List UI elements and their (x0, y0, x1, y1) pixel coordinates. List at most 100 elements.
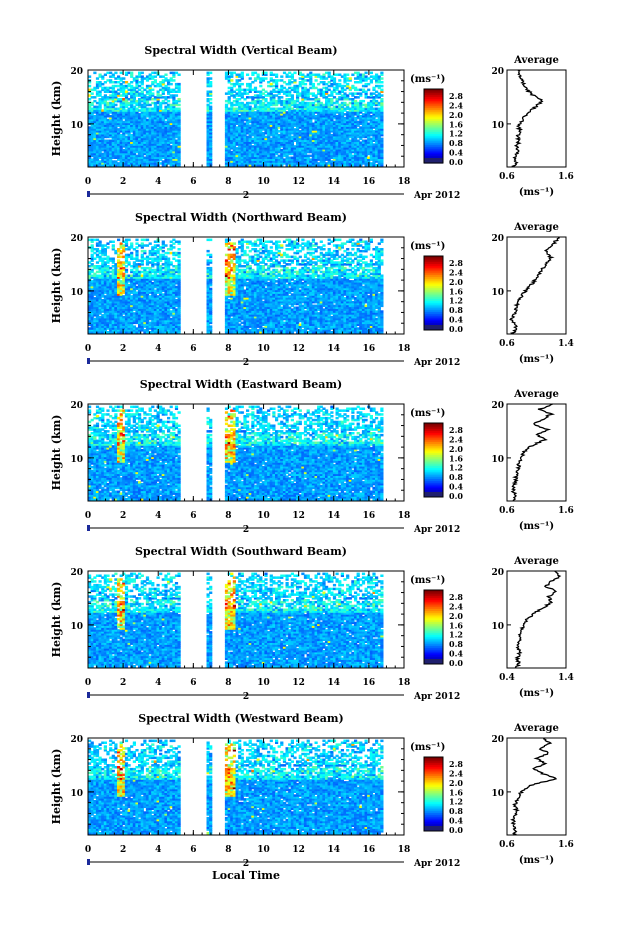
y-tick-label: 20 (70, 67, 83, 77)
x-tick-label: 2 (120, 845, 126, 855)
colorbar-unit: (ms⁻¹) (410, 74, 445, 85)
average-x-tick-label: 0.6 (499, 339, 515, 349)
panel-title: Spectral Width (Northward Beam) (135, 211, 347, 224)
panel-title: Spectral Width (Westward Beam) (138, 712, 343, 725)
heatmap (88, 740, 384, 835)
average-frame (507, 738, 566, 835)
average-title: Average (513, 55, 559, 66)
date-label: Apr 2012 (413, 358, 460, 368)
x-tick-label: 4 (155, 511, 161, 521)
average-profile-line (513, 70, 542, 167)
x-tick-label: 16 (363, 511, 376, 521)
average-y-tick-label: 10 (491, 288, 504, 298)
x-tick-label: 18 (398, 845, 411, 855)
x-tick-label: 10 (257, 845, 270, 855)
date-label: Apr 2012 (413, 859, 460, 869)
x-tick-label: 18 (398, 177, 411, 187)
x-tick-label: 18 (398, 511, 411, 521)
colorbar-floor (424, 492, 443, 497)
colorbar-floor (424, 158, 443, 163)
x-tick-label: 12 (292, 845, 305, 855)
average-x-label: (ms⁻¹) (519, 688, 554, 699)
average-x-label: (ms⁻¹) (519, 354, 554, 365)
date-label: Apr 2012 (413, 692, 460, 702)
colorbar-tick-label: 0.0 (449, 491, 463, 501)
y-tick-label: 20 (70, 234, 83, 244)
day-label: 2 (243, 859, 249, 869)
y-tick-label: 20 (70, 401, 83, 411)
x-tick-label: 0 (85, 678, 91, 688)
x-tick-label: 16 (363, 344, 376, 354)
x-tick-label: 4 (155, 177, 161, 187)
panel-1: Spectral Width (Northward Beam) Height (k… (50, 211, 574, 368)
average-profile-line (512, 738, 556, 835)
x-tick-label: 2 (120, 511, 126, 521)
colorbar (424, 757, 443, 832)
y-axis-label: Height (km) (50, 81, 63, 157)
x-tick-label: 8 (225, 845, 231, 855)
colorbar (424, 256, 443, 331)
day-label: 2 (243, 358, 249, 368)
date-marker (87, 692, 90, 698)
y-tick-label: 10 (70, 455, 83, 465)
average-x-tick-label: 1.6 (558, 506, 574, 516)
x-tick-label: 0 (85, 177, 91, 187)
average-x-tick-label: 1.6 (558, 840, 574, 850)
x-tick-label: 10 (257, 344, 270, 354)
heatmap (88, 72, 384, 167)
day-label: 2 (243, 692, 249, 702)
average-x-tick-label: 1.4 (558, 673, 574, 683)
average-title: Average (513, 556, 559, 567)
x-tick-label: 2 (120, 177, 126, 187)
x-tick-label: 14 (328, 177, 341, 187)
x-tick-label: 12 (292, 511, 305, 521)
x-tick-label: 6 (190, 177, 196, 187)
colorbar-unit: (ms⁻¹) (410, 742, 445, 753)
y-tick-label: 10 (70, 288, 83, 298)
average-x-tick-label: 0.6 (499, 506, 515, 516)
y-axis-label: Height (km) (50, 582, 63, 658)
x-tick-label: 6 (190, 511, 196, 521)
spectral-width-figure: Spectral Width (Vertical Beam) Height (km… (0, 0, 623, 929)
heatmap (88, 573, 384, 668)
colorbar-unit: (ms⁻¹) (410, 241, 445, 252)
y-axis-label: Height (km) (50, 248, 63, 324)
average-y-tick-label: 10 (491, 455, 504, 465)
average-profile-line (516, 571, 560, 668)
heatmap (88, 406, 384, 501)
x-tick-label: 12 (292, 344, 305, 354)
x-tick-label: 2 (120, 678, 126, 688)
colorbar-floor (424, 325, 443, 330)
x-tick-label: 8 (225, 678, 231, 688)
x-tick-label: 14 (328, 511, 341, 521)
date-marker (87, 525, 90, 531)
date-label: Apr 2012 (413, 191, 460, 201)
average-profile-line (510, 237, 559, 334)
average-title: Average (513, 723, 559, 734)
colorbar (424, 89, 443, 164)
x-tick-label: 14 (328, 845, 341, 855)
average-x-tick-label: 1.4 (558, 339, 574, 349)
x-tick-label: 14 (328, 678, 341, 688)
x-tick-label: 16 (363, 845, 376, 855)
date-marker (87, 191, 90, 197)
panel-3: Spectral Width (Southward Beam)Height (k… (50, 545, 574, 702)
panel-title: Spectral Width (Vertical Beam) (144, 44, 337, 57)
day-label: 2 (243, 191, 249, 201)
average-profile-line (512, 404, 553, 501)
average-y-tick-label: 20 (491, 568, 504, 578)
colorbar-floor (424, 659, 443, 664)
panel-2: Spectral Width (Eastward Beam) Height (km… (50, 378, 574, 535)
average-x-label: (ms⁻¹) (519, 855, 554, 866)
panel-title: Spectral Width (Eastward Beam) (140, 378, 342, 391)
x-tick-label: 14 (328, 344, 341, 354)
y-tick-label: 10 (70, 789, 83, 799)
colorbar-tick-label: 0.0 (449, 658, 463, 668)
average-y-tick-label: 20 (491, 67, 504, 77)
x-tick-label: 10 (257, 678, 270, 688)
colorbar-unit: (ms⁻¹) (410, 408, 445, 419)
y-axis-label: Height (km) (50, 749, 63, 825)
y-axis-label: Height (km) (50, 415, 63, 491)
average-frame (507, 571, 566, 668)
